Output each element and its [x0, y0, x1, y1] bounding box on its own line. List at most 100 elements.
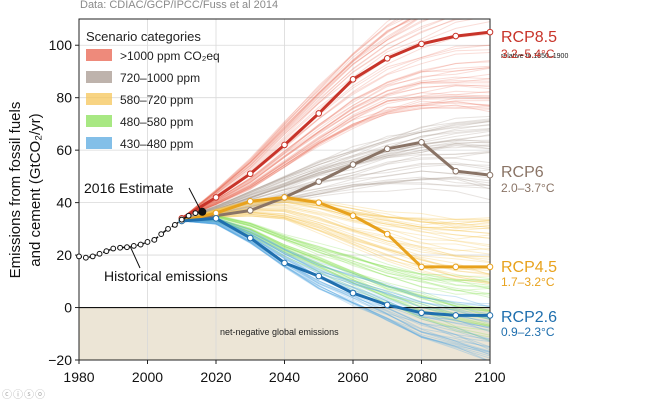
- scenario-line: [181, 119, 490, 219]
- scenario-line: [181, 120, 490, 219]
- rcp-range-label: 0.9–2.3°C: [501, 325, 555, 339]
- scenario-line: [181, 19, 412, 219]
- scenario-line: [181, 208, 490, 255]
- scenario-line: [181, 218, 490, 321]
- scenario-line: [181, 220, 490, 351]
- scenario-line: [181, 98, 490, 219]
- y-tick-label: 40: [56, 195, 72, 211]
- scenario-line: [181, 141, 490, 219]
- scenario-line: [181, 220, 490, 353]
- scenario-line: [181, 198, 490, 225]
- y-tick-label: 0: [64, 300, 72, 316]
- rcp-line: [181, 140, 491, 222]
- scenario-line: [181, 100, 490, 219]
- scenario-line: [181, 115, 490, 219]
- legend-label: 720–1000 ppm: [120, 71, 200, 85]
- y-tick-label: −20: [48, 352, 72, 368]
- scenario-line: [181, 220, 490, 349]
- rcp-point: [349, 212, 357, 220]
- scenario-line: [181, 204, 490, 246]
- rcp-point: [315, 272, 323, 280]
- scenario-line: [181, 219, 490, 325]
- y-tick-label: 60: [56, 142, 72, 158]
- scenario-line: [181, 105, 490, 219]
- estimate-label: 2016 Estimate: [84, 180, 174, 196]
- scenario-line: [181, 220, 490, 355]
- y-tick-label: 20: [56, 247, 72, 263]
- scenario-line: [181, 67, 490, 219]
- scenario-line: [181, 19, 401, 219]
- scenario-line: [181, 182, 490, 219]
- rcp-point: [212, 194, 220, 201]
- scenario-line: [181, 19, 398, 219]
- scenario-line: [181, 220, 490, 343]
- scenario-line: [181, 19, 412, 219]
- scenario-line: [181, 216, 490, 295]
- rcp-range-label: 3.2–5.4°C: [501, 47, 555, 61]
- scenario-line: [181, 82, 490, 219]
- net-negative-label: net-negative global emissions: [220, 327, 339, 337]
- historical-point: [137, 241, 144, 248]
- rcp-point: [418, 40, 425, 48]
- scenario-line: [181, 100, 490, 219]
- historical-emissions: [76, 207, 207, 261]
- scenario-line: [181, 219, 490, 326]
- scenario-line: [181, 217, 490, 308]
- scenario-line: [181, 218, 490, 318]
- scenario-line: [181, 176, 490, 219]
- scenario-line: [181, 19, 474, 219]
- scenario-line: [181, 123, 490, 219]
- scenario-line: [181, 220, 490, 359]
- historical-point: [151, 236, 158, 243]
- x-tick-label: 2020: [200, 369, 231, 385]
- rcp-line: [181, 30, 491, 220]
- scenario-line: [181, 217, 490, 312]
- scenario-line: [181, 220, 489, 360]
- scenario-line: [181, 142, 490, 219]
- scenario-line: [181, 207, 490, 252]
- scenario-line: [181, 19, 431, 219]
- scenario-line: [181, 124, 490, 219]
- rcp-point: [418, 263, 425, 271]
- axes: 1980 2000 2020 2040 2060 2080 2100−20020406080…: [48, 37, 506, 385]
- scenario-line: [181, 104, 490, 219]
- legend-title: Scenario categories: [86, 29, 201, 44]
- rcp-point: [452, 32, 460, 40]
- rcp-point: [349, 76, 357, 83]
- historical-point: [158, 231, 165, 237]
- scenario-line: [181, 215, 490, 284]
- scenario-line: [181, 129, 490, 219]
- rcp-point: [315, 178, 323, 185]
- rcp-line: [181, 195, 490, 269]
- scenario-line: [181, 138, 490, 219]
- historical-point: [117, 244, 123, 251]
- scenario-line: [181, 95, 490, 219]
- scenario-line: [181, 219, 490, 328]
- scenario-line: [181, 220, 490, 342]
- scenario-line: [181, 19, 393, 219]
- scenario-line: [181, 218, 490, 319]
- scenario-line: [181, 19, 477, 219]
- scenario-line: [181, 216, 490, 295]
- historical-label: Historical emissions: [104, 268, 228, 284]
- scenario-line: [181, 213, 490, 283]
- scenario-line: [181, 220, 490, 348]
- rcp-point: [349, 161, 357, 168]
- scenario-line: [181, 73, 490, 219]
- rcp-name-label: RCP6: [501, 164, 544, 181]
- historical-point: [178, 216, 185, 223]
- scenario-line: [181, 218, 490, 315]
- scenario-line: [181, 215, 490, 284]
- rcp-point: [486, 312, 494, 319]
- scenario-line: [181, 178, 490, 219]
- relative-note: relative to 1850–1900: [501, 53, 568, 60]
- scenario-line: [181, 220, 490, 353]
- scenario-line: [181, 212, 490, 276]
- rcp-point: [246, 234, 254, 242]
- scenario-line: [181, 217, 490, 305]
- scenario-line: [181, 219, 490, 320]
- scenario-line: [181, 97, 490, 219]
- scenario-line: [181, 19, 418, 219]
- rcp-point: [486, 28, 494, 36]
